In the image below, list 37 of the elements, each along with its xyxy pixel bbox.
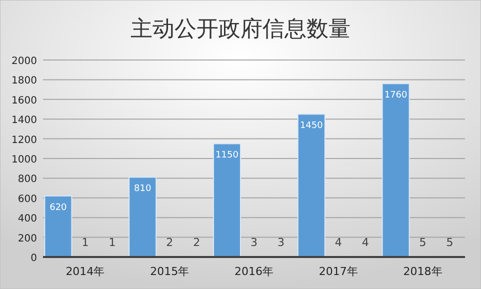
bar <box>213 143 241 258</box>
data-label: 3 <box>278 236 284 249</box>
data-label: 3 <box>250 236 258 249</box>
y-tick-label: 600 <box>18 194 37 205</box>
bar <box>128 176 157 258</box>
y-tick-label: 1200 <box>12 134 37 146</box>
data-label: 1760 <box>384 90 408 101</box>
y-tick-label: 2000 <box>12 56 37 67</box>
data-label: 2 <box>193 236 200 249</box>
bar <box>382 83 410 258</box>
data-label: 4 <box>334 236 342 249</box>
x-tick-label: 2017年 <box>318 265 358 278</box>
chart-title: 主动公开政府信息数量 <box>130 17 350 42</box>
data-label: 810 <box>134 184 152 194</box>
x-tick-label: 2016年 <box>234 265 274 278</box>
data-label: 1 <box>108 236 116 249</box>
data-label: 4 <box>362 236 369 249</box>
y-tick-label: 800 <box>18 174 37 186</box>
y-tick-label: 400 <box>18 214 37 225</box>
y-tick-label: 200 <box>18 233 37 244</box>
data-label: 5 <box>446 236 454 249</box>
data-label: 1150 <box>216 150 239 161</box>
data-label: 1 <box>82 236 89 249</box>
x-tick-label: 2018年 <box>403 265 442 278</box>
y-tick-label: 0 <box>30 253 37 264</box>
bar <box>297 114 326 258</box>
data-label: 2 <box>166 236 174 249</box>
y-tick-label: 1600 <box>12 95 37 106</box>
x-tick-label: 2015年 <box>150 265 190 278</box>
y-tick-label: 1800 <box>12 76 37 87</box>
bar <box>44 195 72 258</box>
y-tick-label: 1400 <box>12 115 37 126</box>
data-label: 1450 <box>300 121 324 132</box>
y-tick-label: 1000 <box>12 154 37 166</box>
data-label: 5 <box>419 236 426 249</box>
x-tick-label: 2014年 <box>66 265 105 278</box>
data-label: 620 <box>50 202 68 213</box>
